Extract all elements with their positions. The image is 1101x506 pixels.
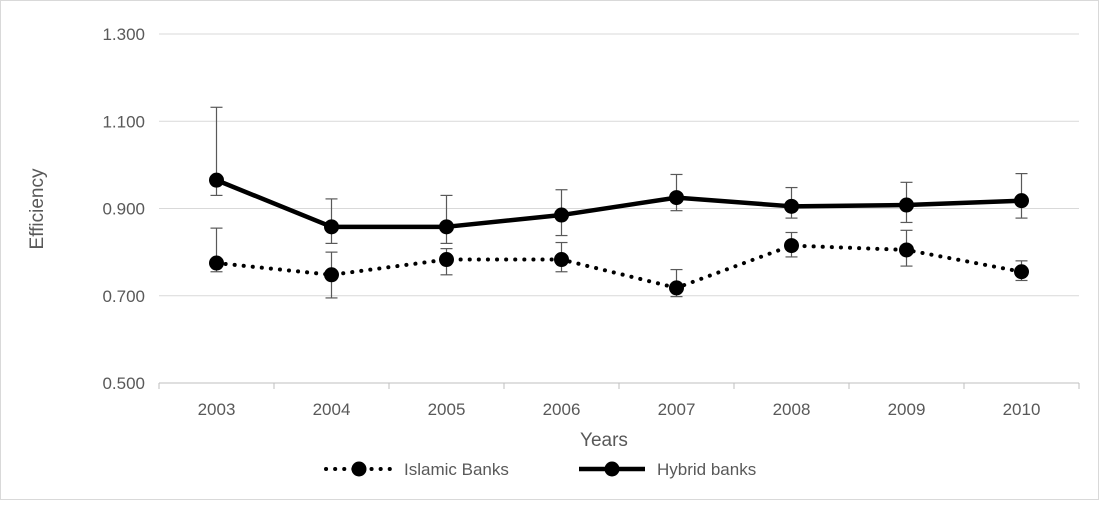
data-point-hybrid-banks (784, 198, 799, 214)
x-tick-label: 2009 (888, 400, 926, 419)
data-point-islamic-banks (784, 238, 799, 254)
x-tick-label: 2006 (543, 400, 581, 419)
x-tick-label: 2008 (773, 400, 811, 419)
y-tick-label: 0.900 (102, 200, 145, 219)
legend-marker-hybrid-banks (604, 461, 620, 477)
legend: Islamic Banks Hybrid banks (324, 460, 756, 479)
series (209, 172, 1029, 296)
y-tick-label: 0.700 (102, 287, 145, 306)
series-line-islamic-banks (214, 243, 1024, 290)
data-point-islamic-banks (209, 255, 224, 271)
data-point-hybrid-banks (324, 219, 339, 235)
x-tick-label: 2005 (428, 400, 466, 419)
data-point-islamic-banks (439, 252, 454, 268)
data-point-hybrid-banks (1014, 193, 1029, 209)
y-tick-label: 1.300 (102, 25, 145, 44)
series-hybrid-banks (209, 172, 1029, 235)
data-point-islamic-banks (324, 267, 339, 283)
data-point-islamic-banks (669, 280, 684, 296)
series-line-hybrid-banks (215, 178, 1022, 230)
data-point-islamic-banks (554, 252, 569, 268)
x-axis (158, 382, 1080, 389)
data-point-islamic-banks (1014, 264, 1029, 280)
x-tick-label: 2003 (198, 400, 236, 419)
data-point-islamic-banks (899, 242, 914, 258)
data-point-hybrid-banks (209, 172, 224, 188)
legend-marker-islamic-banks (351, 461, 367, 477)
x-axis-label: Years (580, 430, 628, 451)
y-tick-label: 1.100 (102, 112, 145, 131)
x-tick-label: 2010 (1003, 400, 1041, 419)
legend-label-islamic-banks: Islamic Banks (404, 460, 509, 479)
series-islamic-banks (209, 238, 1029, 296)
x-tick-label: 2007 (658, 400, 696, 419)
data-point-hybrid-banks (899, 197, 914, 213)
data-point-hybrid-banks (554, 207, 569, 223)
data-point-hybrid-banks (669, 190, 684, 206)
y-axis-label: Efficiency (27, 168, 48, 249)
legend-item-hybrid-banks: Hybrid banks (579, 460, 756, 479)
x-tick-labels: 2003 2004 2005 2006 2007 2008 2009 2010 (198, 400, 1041, 419)
gridlines (159, 33, 1079, 297)
y-tick-labels: 0.500 0.700 0.900 1.100 1.300 (102, 25, 145, 393)
legend-item-islamic-banks: Islamic Banks (324, 460, 509, 479)
x-tick-label: 2004 (313, 400, 351, 419)
y-tick-label: 0.500 (102, 374, 145, 393)
data-point-hybrid-banks (439, 219, 454, 235)
legend-label-hybrid-banks: Hybrid banks (657, 460, 756, 479)
